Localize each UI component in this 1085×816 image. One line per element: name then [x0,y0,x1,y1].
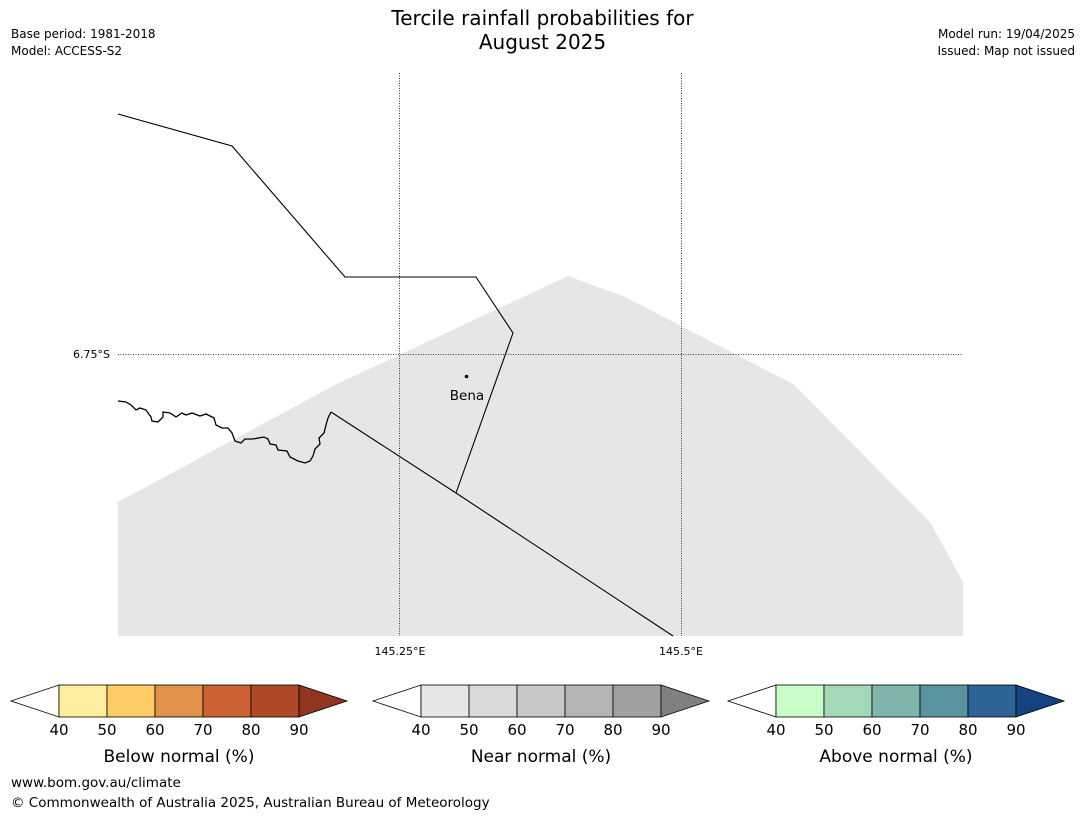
title-line-2: August 2025 [478,30,607,54]
legend-low-arrow [9,684,60,718]
legend-tick-label: 70 [555,721,574,739]
legend-swatch [967,684,1017,718]
legend-tick-label: 80 [241,721,260,739]
legend-swatch [612,684,662,718]
model-run: Model run: 19/04/2025 [937,27,1075,41]
legend-tick-label: 80 [603,721,622,739]
river-line [117,400,332,464]
legend-tick-label: 40 [49,721,68,739]
legend-tick-label: 50 [97,721,116,739]
legend-title: Above normal (%) [819,747,972,767]
legend-low-arrow [371,684,422,718]
legend-swatch [202,684,252,718]
legend-swatch [154,684,204,718]
no-data-region [118,276,963,636]
legends: 40 50 60 70 80 90 Below normal (%) 40 50 60 70 80 90… [9,684,1066,767]
title-line-1: Tercile rainfall probabilities for [391,6,694,30]
base-period: Base period: 1981-2018 [11,27,156,41]
legend-high-arrow [298,684,349,718]
meta-right: Model run: 19/04/2025 Issued: Map not is… [937,26,1075,60]
legend-tick-label: 40 [766,721,785,739]
legend-3: 40 50 60 70 80 90 Above normal (%) [726,684,1066,767]
legend-swatch [250,684,300,718]
legend-swatch [871,684,921,718]
legend-swatch [823,684,873,718]
legend-swatch [516,684,566,718]
town-label: Bena [450,388,484,404]
legend-swatch [919,684,969,718]
legend-tick-label: 70 [910,721,929,739]
longitude-label-1: 145.25°E [375,645,426,658]
legend-tick-label: 40 [411,721,430,739]
footer-url: www.bom.gov.au/climate [11,775,181,791]
latitude-label: 6.75°S [73,348,110,361]
meta-left: Base period: 1981-2018 Model: ACCESS-S2 [11,26,156,60]
legend-tick-label: 90 [651,721,670,739]
issued-status: Issued: Map not issued [937,44,1075,58]
town-marker [464,374,469,379]
legend-tick-label: 50 [814,721,833,739]
legend-tick-label: 70 [193,721,212,739]
legend-swatch [468,684,518,718]
legend-swatch [420,684,470,718]
legend-tick-label: 90 [1006,721,1025,739]
legend-title: Below normal (%) [104,747,255,767]
footer-copyright: © Commonwealth of Australia 2025, Austra… [11,795,490,811]
legend-2: 40 50 60 70 80 90 Near normal (%) [371,684,711,767]
longitude-label-2: 145.5°E [659,645,703,658]
legend-tick-label: 60 [862,721,881,739]
legend-tick-label: 90 [289,721,308,739]
legend-swatch [564,684,614,718]
map-title: Tercile rainfall probabilities for Augus… [0,6,1085,54]
legend-1: 40 50 60 70 80 90 Below normal (%) [9,684,349,767]
legend-swatch [775,684,825,718]
legend-tick-label: 80 [958,721,977,739]
legend-high-arrow [660,684,711,718]
legend-low-arrow [726,684,777,718]
legend-tick-label: 60 [145,721,164,739]
province-boundary-north [117,113,514,494]
model-name: Model: ACCESS-S2 [11,44,123,58]
legend-tick-label: 60 [507,721,526,739]
legend-swatch [58,684,108,718]
legend-tick-label: 50 [459,721,478,739]
legend-high-arrow [1015,684,1066,718]
province-boundary-south [330,411,674,637]
legend-title: Near normal (%) [471,747,611,767]
legend-swatch [106,684,156,718]
